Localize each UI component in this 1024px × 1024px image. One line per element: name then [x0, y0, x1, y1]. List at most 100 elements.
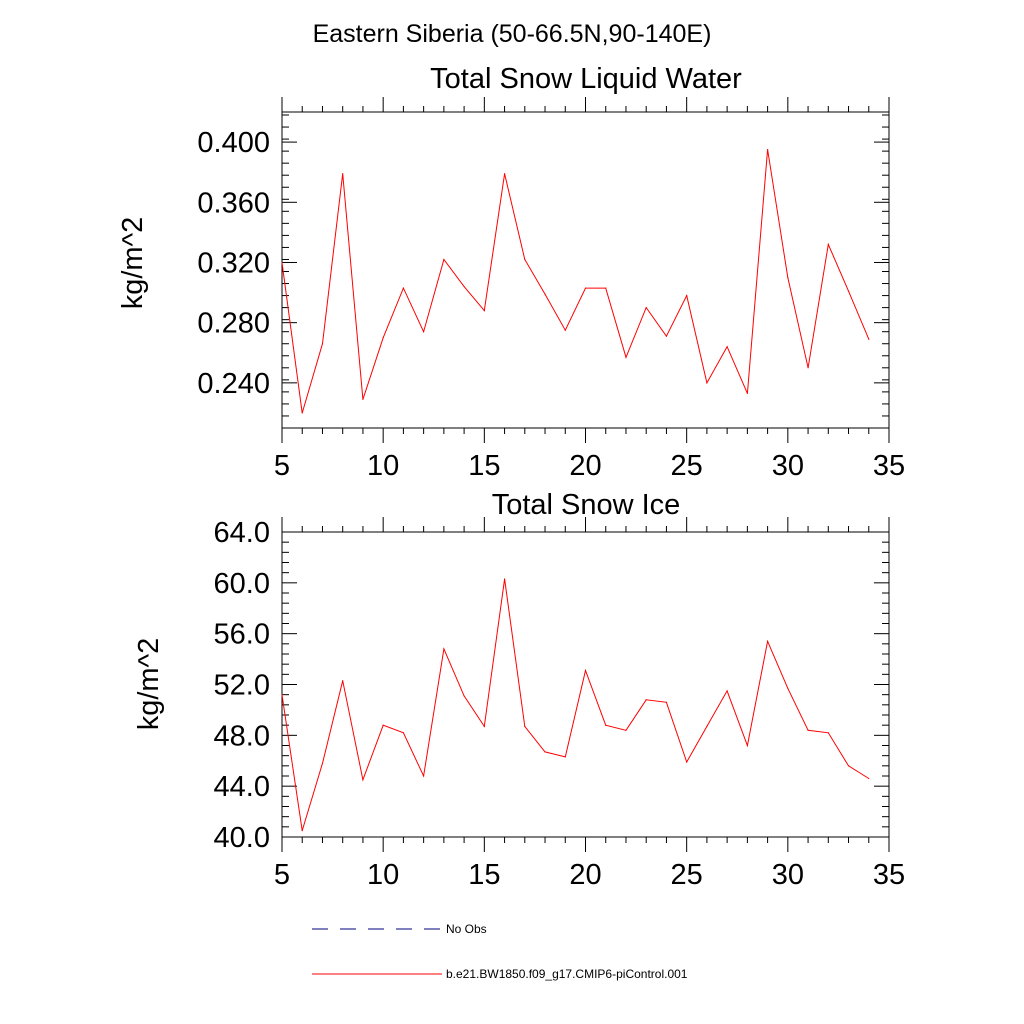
chart-panel-liquid-water: Total Snow Liquid Water kg/m^2 5 10 15 20 25… — [117, 63, 905, 482]
y-tick-label: 48.0 — [214, 720, 270, 752]
x-tick-label: 15 — [468, 859, 500, 891]
data-point — [645, 699, 647, 701]
y-tick-label: 0.320 — [197, 247, 270, 279]
x-tick-label: 5 — [274, 859, 290, 891]
data-point — [321, 762, 324, 764]
data-point — [382, 337, 384, 339]
chart-panel-snow-ice: Total Snow Ice kg/m^2 5 10 15 20 25 30 35 40.0 4… — [133, 489, 905, 891]
data-point — [564, 756, 566, 758]
plot-frame — [281, 531, 890, 838]
data-point — [362, 398, 364, 401]
data-point — [301, 412, 303, 414]
legend-label-no-obs: No Obs — [446, 922, 487, 936]
page-title: Eastern Siberia (50-66.5N,90-140E) — [313, 20, 712, 48]
data-point — [443, 258, 445, 261]
data-point — [665, 701, 668, 703]
data-point — [524, 725, 526, 728]
x-tick-label: 20 — [569, 450, 601, 482]
data-point — [362, 779, 364, 781]
x-tick-label: 10 — [367, 859, 399, 891]
y-tick-label: 0.280 — [197, 308, 270, 340]
data-point — [746, 744, 748, 747]
data-point — [787, 687, 789, 689]
axis-tick-labels: 5 10 15 20 25 30 35 0.240 0.280 0.320 0.360 0.400 — [197, 127, 905, 482]
data-point — [382, 724, 384, 726]
data-point — [463, 285, 465, 288]
data-point — [483, 725, 485, 728]
data-point — [706, 382, 708, 384]
chart-title: Total Snow Ice — [492, 489, 681, 521]
data-point — [868, 338, 870, 340]
y-tick-label: 52.0 — [214, 670, 270, 702]
series-marks — [281, 578, 870, 832]
data-point — [281, 694, 283, 696]
y-tick-label: 64.0 — [214, 517, 270, 549]
data-point — [503, 578, 506, 580]
data-point — [726, 690, 728, 692]
data-point — [665, 335, 668, 337]
legend: No Obs b.e21.BW1850.f09_g17.CMIP6-piCont… — [312, 922, 688, 981]
data-point — [402, 287, 404, 289]
y-tick-label: 0.360 — [197, 187, 270, 219]
series-marks — [281, 149, 870, 414]
y-axis-label: kg/m^2 — [117, 217, 149, 310]
data-point — [544, 751, 546, 753]
data-point — [342, 173, 344, 175]
y-axis-label: kg/m^2 — [133, 638, 165, 731]
x-tick-label: 25 — [671, 859, 703, 891]
data-point — [686, 294, 688, 297]
data-point — [807, 729, 809, 731]
x-tick-label: 10 — [367, 450, 399, 482]
series-line — [281, 149, 870, 414]
data-point — [605, 287, 607, 289]
y-tick-label: 0.400 — [197, 127, 270, 159]
plot-frame — [281, 111, 890, 429]
y-tick-label: 60.0 — [214, 568, 270, 600]
data-point — [706, 725, 708, 728]
data-point — [584, 669, 587, 672]
data-point — [605, 724, 607, 726]
data-point — [402, 732, 404, 734]
data-point — [342, 680, 344, 682]
chart-title: Total Snow Liquid Water — [430, 63, 742, 95]
data-point — [645, 307, 647, 309]
data-point — [847, 765, 850, 767]
data-point — [686, 761, 688, 763]
x-tick-label: 35 — [873, 450, 905, 482]
series-line — [281, 578, 870, 831]
data-point — [827, 243, 829, 246]
data-point — [463, 695, 465, 697]
legend-label-model: b.e21.BW1850.f09_g17.CMIP6-piControl.001 — [446, 967, 688, 981]
y-tick-label: 40.0 — [214, 822, 270, 854]
data-point — [524, 258, 526, 261]
x-tick-label: 5 — [274, 450, 290, 482]
data-point — [767, 149, 769, 151]
data-point — [281, 261, 283, 264]
data-point — [503, 173, 506, 175]
data-point — [443, 648, 445, 650]
y-tick-label: 0.240 — [197, 368, 270, 400]
data-point — [423, 775, 425, 777]
data-point — [868, 777, 870, 780]
x-tick-label: 25 — [671, 450, 703, 482]
axis-ticks — [281, 97, 890, 443]
data-point — [625, 729, 627, 731]
x-tick-label: 30 — [772, 859, 804, 891]
data-point — [847, 290, 850, 292]
data-point — [544, 293, 546, 295]
x-tick-label: 35 — [873, 859, 905, 891]
data-point — [321, 343, 324, 345]
data-point — [584, 287, 587, 289]
data-point — [625, 356, 627, 358]
axis-ticks — [281, 517, 890, 852]
data-point — [564, 329, 566, 331]
x-tick-label: 15 — [468, 450, 500, 482]
data-point — [787, 276, 789, 279]
data-point — [807, 367, 809, 369]
data-point — [726, 346, 728, 348]
x-tick-label: 30 — [772, 450, 804, 482]
y-tick-label: 44.0 — [214, 771, 270, 803]
data-point — [767, 640, 769, 642]
data-point — [746, 392, 748, 394]
